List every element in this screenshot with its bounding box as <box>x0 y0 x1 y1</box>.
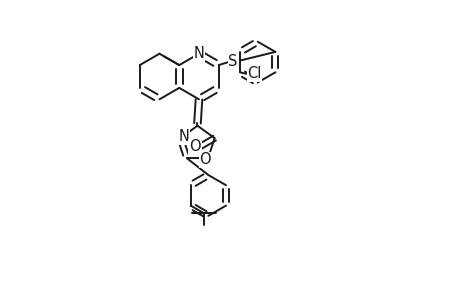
Text: N: N <box>178 129 189 144</box>
Text: O: O <box>189 139 201 154</box>
Text: S: S <box>228 54 237 69</box>
Text: O: O <box>199 152 210 167</box>
Text: Cl: Cl <box>247 66 261 81</box>
Text: N: N <box>193 46 204 61</box>
